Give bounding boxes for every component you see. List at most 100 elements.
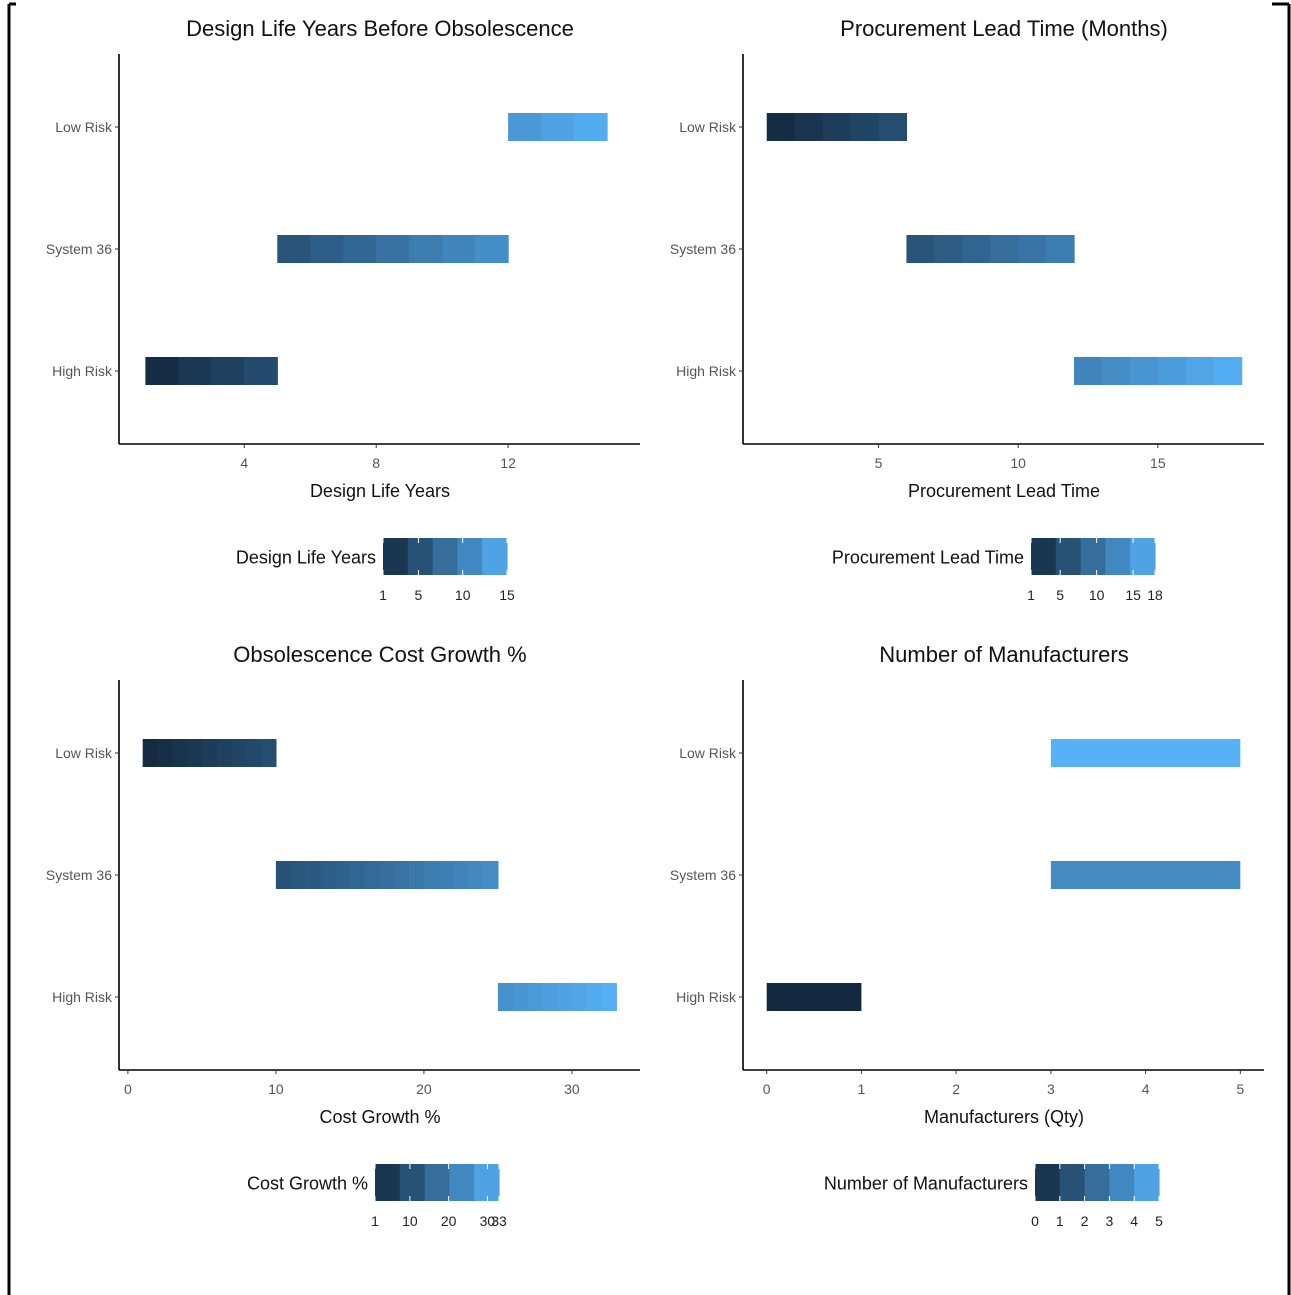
bar-segment [442, 235, 476, 263]
legend-break-label: 5 [1155, 1213, 1163, 1229]
bar-segment [172, 739, 188, 767]
chart-title: Procurement Lead Time (Months) [840, 16, 1168, 41]
legend-break-label: 30 [480, 1213, 496, 1229]
plot-area: Low Risk System 36 High Risk 0 10 20 30 [46, 680, 640, 1097]
y-tick-label: High Risk [676, 989, 737, 1005]
plot-area: Low Risk System 36 High Risk 0 1 2 3 4 5 [670, 680, 1264, 1097]
bar-segment [275, 861, 292, 889]
bar-segment [990, 235, 1019, 263]
bar-segment [142, 739, 159, 767]
x-tick-label: 12 [500, 455, 516, 471]
legend-color-segment [1105, 538, 1131, 575]
bar-segment [557, 983, 573, 1011]
x-axis-label: Design Life Years [310, 481, 450, 501]
bar-segment [586, 983, 603, 1011]
bar-segment [187, 739, 203, 767]
chart-title: Number of Manufacturers [879, 642, 1128, 667]
y-tick-label: System 36 [670, 867, 736, 883]
bar-segment [261, 739, 277, 767]
legend-title: Cost Growth % [247, 1174, 368, 1194]
bar-segment [310, 235, 344, 263]
legend-break-label: 1 [1027, 587, 1035, 603]
bar [142, 739, 277, 767]
bar [497, 983, 617, 1011]
plot-area: Low Risk System 36 High Risk 5 10 15 [670, 54, 1264, 471]
bar-segment [211, 357, 245, 385]
bar [766, 113, 908, 141]
bar-segment [1018, 235, 1047, 263]
legend-break-label: 4 [1130, 1213, 1138, 1229]
bar-segment [794, 113, 824, 141]
legend-color-segment [1059, 1164, 1086, 1201]
legend-break-label: 2 [1081, 1213, 1089, 1229]
legend-color-segment [457, 538, 483, 575]
chart-title: Obsolescence Cost Growth % [233, 642, 526, 667]
bar-segment [349, 861, 366, 889]
x-tick-label: 0 [763, 1081, 771, 1097]
x-axis-label: Procurement Lead Time [908, 481, 1100, 501]
legend-break-label: 15 [499, 587, 515, 603]
bar-segment [508, 113, 542, 141]
legend-color-segment [1080, 538, 1106, 575]
legend-color-segment [449, 1164, 475, 1201]
bar-segment [145, 357, 179, 385]
bar-segment [216, 739, 233, 767]
legend-color-segment [474, 1164, 500, 1201]
bar [1050, 861, 1241, 889]
legend-color-segment [1035, 1164, 1061, 1201]
bar-segment [1050, 861, 1241, 889]
x-tick-label: 30 [564, 1081, 580, 1097]
bar-segment [290, 861, 307, 889]
legend-color-segment [1134, 1164, 1160, 1201]
bar-segment [335, 861, 351, 889]
x-tick-label: 3 [1047, 1081, 1055, 1097]
panel-cost-growth: Obsolescence Cost Growth % Low Risk Syste… [46, 642, 640, 1229]
y-tick-label: Low Risk [55, 745, 113, 761]
legend-color-segment [375, 1164, 401, 1201]
bar-segment [934, 235, 963, 263]
legend-break-label: 0 [1031, 1213, 1039, 1229]
legend-color-segment [424, 1164, 450, 1201]
bar-segment [178, 357, 212, 385]
bar-segment [231, 739, 247, 767]
y-tick-label: System 36 [46, 241, 112, 257]
bar-segment [1213, 357, 1243, 385]
legend-color-segment [482, 538, 508, 575]
bar [508, 113, 608, 141]
legend-break-label: 3 [1106, 1213, 1114, 1229]
legend-break-label: 10 [1089, 587, 1105, 603]
bar-segment [542, 983, 558, 1011]
bar-segment [962, 235, 991, 263]
bar-segment [475, 235, 509, 263]
bar-segment [246, 739, 262, 767]
bar-segment [822, 113, 852, 141]
legend-color-segment [1055, 538, 1082, 575]
y-tick-label: Low Risk [55, 119, 113, 135]
legend-color-segment [383, 538, 409, 575]
bar-segment [409, 235, 443, 263]
legend-color-segment [399, 1164, 426, 1201]
y-tick-label: High Risk [52, 363, 113, 379]
x-axis-label: Manufacturers (Qty) [924, 1107, 1084, 1127]
bar-segment [244, 357, 278, 385]
plot-area: Low Risk System 36 High Risk 4 8 12 [46, 54, 640, 471]
bar-segment [320, 861, 336, 889]
bar-segment [850, 113, 880, 141]
x-tick-label: 5 [875, 455, 883, 471]
bar-segment [438, 861, 455, 889]
bar [145, 357, 278, 385]
bar-segment [364, 861, 381, 889]
legend-break-label: 10 [402, 1213, 418, 1229]
legend-color-segment [432, 538, 458, 575]
bar-segment [1101, 357, 1131, 385]
bar-segment [527, 983, 543, 1011]
bar-segment [394, 861, 410, 889]
bar-segment [1046, 235, 1075, 263]
bar [766, 983, 862, 1011]
bar-segment [409, 861, 425, 889]
legend-break-label: 20 [441, 1213, 457, 1229]
legend-color-segment [1130, 538, 1156, 575]
y-tick-label: System 36 [670, 241, 736, 257]
